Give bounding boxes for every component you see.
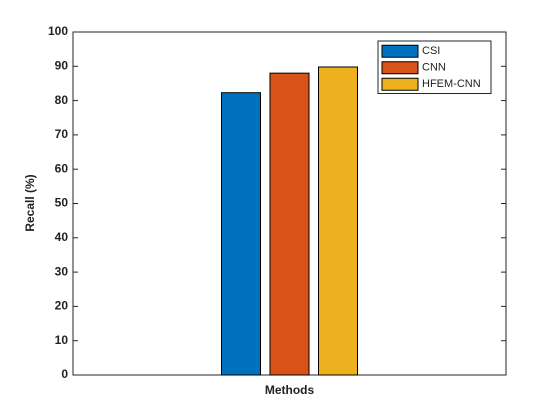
- bar: [269, 72, 310, 376]
- y-tick-label: 70: [55, 127, 69, 141]
- y-tick-label: 100: [48, 24, 68, 38]
- x-axis-title: Methods: [265, 383, 315, 397]
- y-axis-title: Recall (%): [23, 174, 37, 231]
- bar: [221, 92, 261, 376]
- legend-label: HFEM-CNN: [422, 78, 481, 90]
- y-tick-label: 60: [55, 161, 69, 175]
- y-tick-label: 80: [55, 93, 69, 107]
- y-tick-label: 20: [55, 299, 69, 313]
- legend-label: CNN: [422, 62, 446, 74]
- legend-swatch: [381, 77, 419, 91]
- y-tick-label: 10: [55, 333, 69, 347]
- y-tick-label: 0: [61, 367, 68, 381]
- legend-label: CSI: [422, 45, 440, 57]
- legend-swatch: [381, 44, 419, 58]
- legend-swatch: [381, 61, 419, 75]
- y-tick-label: 90: [55, 58, 69, 72]
- y-tick-label: 40: [55, 230, 69, 244]
- y-tick-label: 30: [55, 264, 69, 278]
- bar: [318, 66, 358, 376]
- y-tick-label: 50: [55, 196, 69, 210]
